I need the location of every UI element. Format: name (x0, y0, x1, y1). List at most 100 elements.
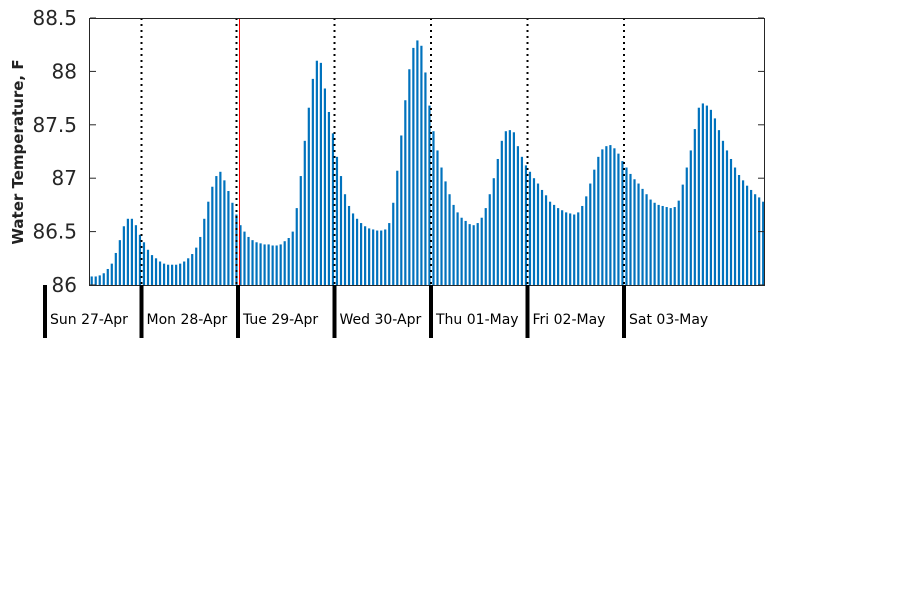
day-label: Fri 02-May (533, 312, 606, 328)
temperature-bar (191, 254, 194, 285)
temperature-bar (653, 202, 656, 285)
temperature-bar (295, 208, 298, 285)
y-axis-title: Water Temperature, F (9, 59, 27, 244)
temperature-bar (319, 62, 322, 285)
temperature-bar (291, 231, 294, 285)
temperature-bar (585, 196, 588, 285)
temperature-bar (102, 273, 105, 285)
temperature-bar (737, 175, 741, 285)
temperature-bar (275, 245, 278, 285)
temperature-bar (597, 156, 600, 285)
temperature-bar (311, 78, 314, 285)
temperature-bar (392, 202, 395, 285)
temperature-bar (741, 180, 745, 285)
temperature-bar (645, 194, 648, 285)
day-axis: Sun 27-Apr Mon 28-Apr Tue 29-Apr Wed 30-Apr… (43, 285, 708, 338)
day-label: Sun 27-Apr (50, 312, 128, 328)
temperature-bar (315, 60, 318, 285)
temperature-bar (581, 205, 584, 285)
temperature-bar (175, 264, 178, 285)
temperature-bar (557, 208, 560, 285)
temperature-bar (343, 194, 347, 285)
temperature-bar (303, 140, 306, 285)
temperature-bar (323, 88, 327, 286)
y-tick-label: 88.5 (32, 6, 77, 30)
temperature-bar (231, 202, 234, 285)
temperature-bar (114, 252, 117, 285)
temperature-bar (162, 263, 166, 285)
temperature-bar (621, 161, 624, 285)
temperature-bar (412, 47, 415, 286)
temperature-bar (199, 236, 202, 285)
temperature-bar (661, 205, 664, 285)
temperature-bar (183, 261, 186, 285)
temperature-bar (561, 210, 564, 285)
temperature-bar (408, 69, 411, 285)
temperature-bar (693, 129, 696, 285)
temperature-bar (532, 178, 536, 285)
temperature-bar (452, 204, 455, 285)
temperature-bar (307, 107, 310, 286)
temperature-bar (536, 183, 540, 285)
temperature-bar (331, 133, 335, 285)
temperature-bar (106, 268, 109, 285)
temperature-bar (725, 150, 729, 285)
temperature-bar (271, 245, 274, 285)
temperature-bar (223, 180, 226, 285)
temperature-bar (758, 197, 761, 285)
separator-lines-layer (140, 18, 625, 285)
temperature-bar (239, 225, 242, 285)
temperature-bar (468, 224, 471, 285)
temperature-bar (243, 231, 246, 285)
temperature-bar (689, 150, 692, 285)
temperature-bar (669, 208, 672, 285)
y-axis: 86 86.5 87 87.5 88 88.5 (32, 6, 764, 297)
temperature-bar (504, 131, 507, 285)
temperature-bar (195, 247, 198, 285)
temperature-bar (565, 212, 568, 285)
temperature-bar (158, 261, 162, 285)
temperature-bar (327, 111, 331, 285)
temperature-bar (154, 258, 158, 285)
day-label: Tue 29-Apr (242, 312, 318, 328)
temperature-bar (508, 130, 511, 285)
temperature-bar (589, 183, 592, 285)
y-tick-label: 87 (52, 166, 77, 190)
temperature-bar (255, 242, 258, 285)
temperature-bar (251, 240, 254, 285)
y-tick-label: 86.5 (32, 220, 77, 244)
temperature-bar (167, 264, 170, 285)
temperature-bar (609, 145, 612, 285)
temperature-bar (613, 148, 616, 285)
temperature-bar (404, 100, 407, 286)
temperature-bar (130, 218, 134, 285)
temperature-bar (339, 176, 343, 285)
temperature-bar (90, 276, 93, 285)
temperature-bar (283, 241, 286, 285)
temperature-bar (267, 244, 270, 285)
temperature-bar (649, 199, 652, 285)
day-label: Wed 30-Apr (340, 312, 422, 328)
temperature-bar (368, 228, 371, 285)
temperature-bar (436, 150, 439, 285)
temperature-bar (605, 146, 608, 285)
temperature-bar (179, 263, 182, 285)
temperature-bar (629, 173, 632, 285)
temperature-bar (110, 263, 113, 285)
temperature-bar (215, 176, 218, 285)
temperature-bar (364, 226, 367, 285)
temperature-bar (380, 230, 383, 285)
temperature-bar (637, 183, 640, 285)
temperature-bar (150, 255, 154, 285)
temperature-bar (211, 186, 214, 285)
temperature-bar (540, 189, 544, 285)
temperature-bar (98, 275, 101, 285)
y-tick-label: 86 (52, 273, 77, 297)
plot-area-frame (89, 18, 765, 286)
temperature-bar (705, 105, 708, 285)
temperature-bar (420, 45, 423, 285)
temperature-bar (347, 205, 351, 285)
temperature-bar (299, 176, 302, 285)
temperature-bar (492, 178, 495, 285)
